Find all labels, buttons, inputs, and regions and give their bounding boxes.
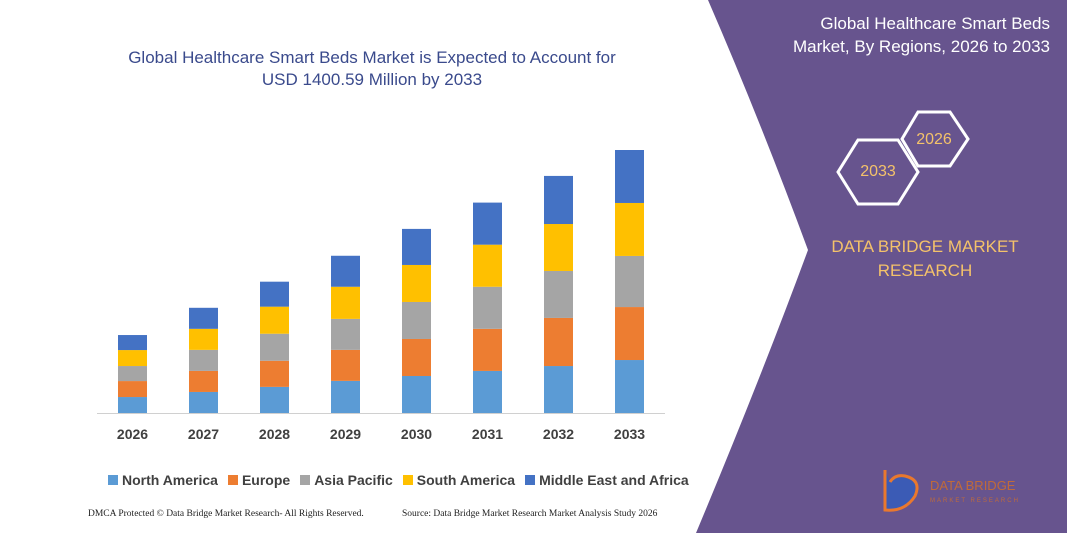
legend-swatch	[300, 475, 311, 485]
x-tick-label: 2030	[401, 426, 432, 442]
logo-text: DATA BRIDGE	[930, 478, 1016, 493]
bar-segment	[615, 150, 644, 203]
bar-segment	[473, 244, 502, 287]
footer-left: DMCA Protected © Data Bridge Market Rese…	[88, 509, 364, 519]
chart-title: Global Healthcare Smart Beds Market is E…	[128, 48, 616, 89]
legend-swatch	[108, 475, 118, 485]
hexagon	[900, 110, 970, 168]
x-tick-label: 2033	[614, 426, 645, 442]
x-tick-label: 2027	[188, 426, 219, 442]
hexagon	[836, 138, 920, 206]
bar-segment	[473, 370, 502, 413]
plot: 2026 2027 2028 2029 2030 2031 2032 2033	[117, 150, 645, 442]
bar-segment	[402, 375, 431, 413]
bar-segment	[544, 224, 573, 271]
logo-mark	[883, 470, 919, 512]
bar-segment	[473, 286, 502, 329]
legend-label: Middle East and Africa	[539, 472, 689, 488]
footer-right: Source: Data Bridge Market Research Mark…	[402, 509, 658, 519]
side-panel	[696, 0, 1067, 533]
bar-segment	[615, 307, 644, 361]
bar-segment	[118, 366, 147, 382]
bar-segment	[118, 335, 147, 351]
legend-swatch	[227, 475, 238, 485]
bar-segment	[331, 380, 360, 413]
bar-segment	[331, 255, 360, 287]
bar-segment	[615, 255, 644, 308]
bar-segment	[260, 306, 289, 334]
hexagon-label: 2033	[860, 163, 896, 180]
x-tick-label: 2029	[330, 426, 361, 442]
bar-segment	[402, 228, 431, 265]
bar-segment	[331, 286, 360, 319]
bar-segment	[615, 360, 644, 413]
bar-segment	[615, 202, 644, 256]
legend-item: Asia Pacific	[300, 472, 393, 488]
legend-label: Asia Pacific	[314, 472, 393, 488]
x-tick-label: 2032	[543, 426, 574, 442]
bar-segment	[260, 281, 289, 307]
bar-segment	[331, 318, 360, 350]
bar-segment	[544, 175, 573, 225]
x-tick-label: 2028	[259, 426, 290, 442]
bar-segment	[189, 328, 218, 350]
bar-segment	[189, 349, 218, 371]
bar-segment	[189, 370, 218, 392]
legend-swatch	[525, 475, 536, 485]
legend-item: South America	[402, 472, 516, 488]
legend-label: North America	[122, 472, 218, 488]
legend-swatch	[402, 475, 413, 485]
brand: DATA BRIDGE MARKET RESEARCH	[831, 237, 1019, 280]
logo-text: MARKET RESEARCH	[930, 498, 1020, 504]
x-tick-label: 2026	[117, 426, 148, 442]
bar-segment	[402, 264, 431, 302]
bar-segment	[331, 349, 360, 381]
bar-segment	[402, 338, 431, 376]
legend-label: Europe	[241, 472, 291, 488]
bar-segment	[118, 350, 147, 367]
legend-item: Europe	[227, 472, 291, 488]
bar-segment	[402, 301, 431, 339]
bar-segment	[473, 202, 502, 245]
legend: North America Europe Asia Pacific South Ame…	[108, 472, 689, 488]
hexagon-label: 2026	[916, 131, 952, 148]
bar-segment	[118, 397, 147, 413]
x-tick-label: 2031	[472, 426, 503, 442]
legend-label: South America	[416, 472, 516, 488]
bar-segment	[189, 391, 218, 413]
bar-segment	[260, 360, 289, 387]
bar-segment	[118, 381, 147, 398]
bar-segment	[544, 317, 573, 367]
bar-segment	[473, 328, 502, 371]
legend-item: North America	[108, 472, 218, 488]
panel-title: Global Healthcare Smart Beds Market, By …	[792, 14, 1050, 56]
bar-segment	[544, 270, 573, 318]
legend-item: Middle East and Africa	[525, 472, 689, 488]
bar-segment	[260, 386, 289, 413]
bar-segment	[189, 307, 218, 329]
bar-segment	[260, 333, 289, 361]
bar-segment	[544, 366, 573, 413]
